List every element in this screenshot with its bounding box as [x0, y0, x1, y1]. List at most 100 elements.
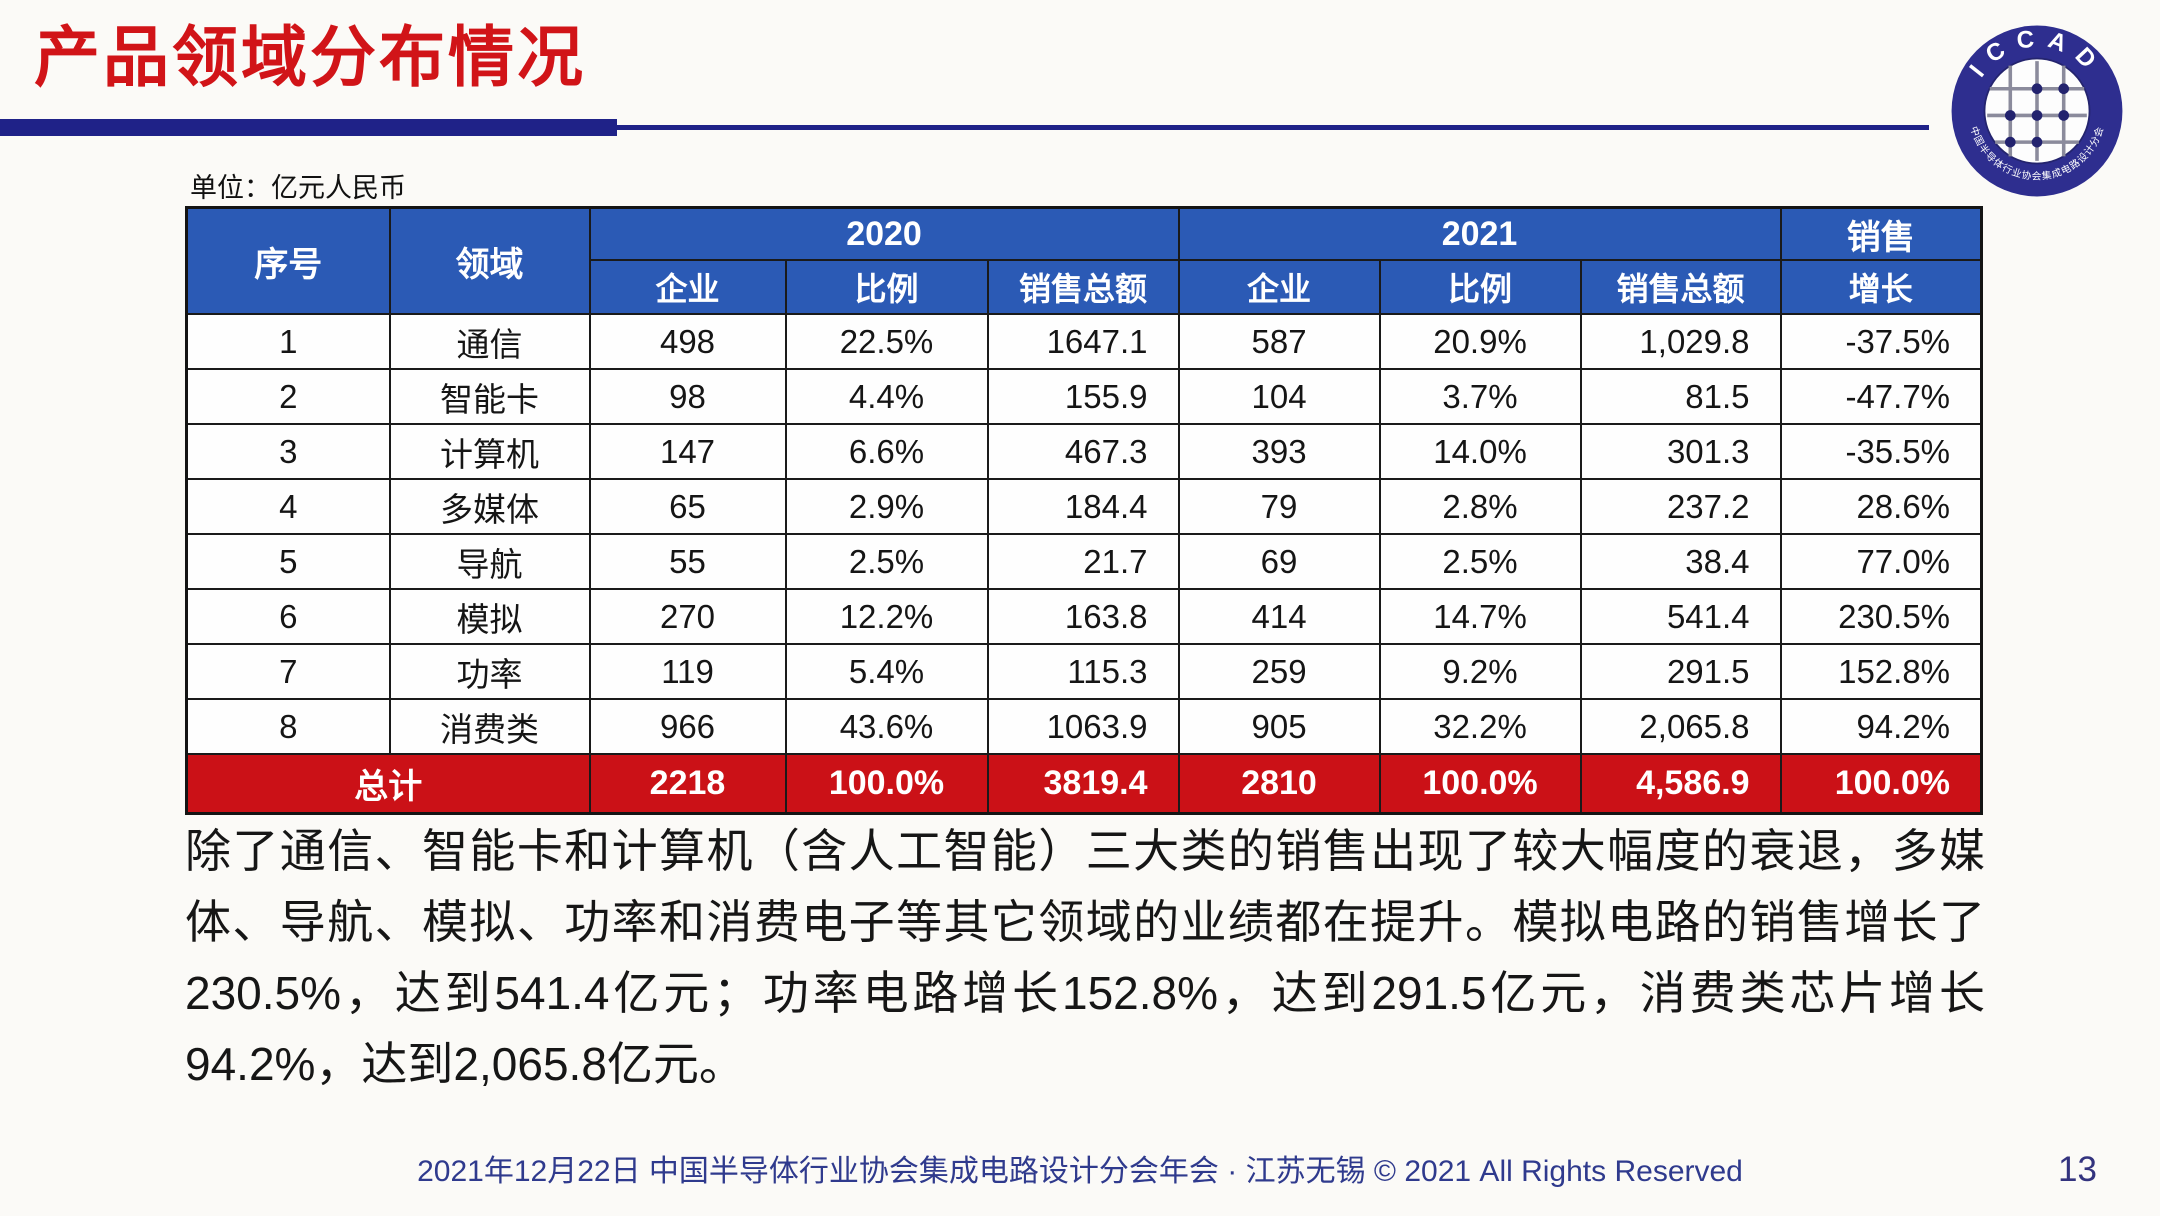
- cell-domain: 计算机: [388, 423, 591, 480]
- cell-2020-companies: 65: [588, 478, 787, 535]
- header-domain: 领域: [388, 206, 591, 315]
- header-2021-companies: 企业: [1177, 259, 1381, 315]
- cell-2021-companies: 393: [1177, 423, 1381, 480]
- cell-domain: 模拟: [388, 588, 591, 645]
- cell-sales-growth: -35.5%: [1779, 423, 1983, 480]
- header-2020-share: 比例: [784, 259, 989, 315]
- cell-2021-share: 14.0%: [1378, 423, 1582, 480]
- cell-2020-share: 12.2%: [784, 588, 989, 645]
- unit-label: 单位：亿元人民币: [190, 173, 406, 203]
- table-header-sub-row: 企业 比例 销售总额 企业 比例 销售总额 增长: [187, 259, 1983, 315]
- cell-serial: 8: [185, 698, 391, 755]
- table-body: 1 通信 498 22.5% 1647.1 587 20.9% 1,029.8 -37.5% 2 智…: [185, 313, 1983, 815]
- cell-2020-companies: 147: [588, 423, 787, 480]
- cell-2021-share: 2.5%: [1378, 533, 1582, 590]
- cell-2020-companies: 55: [588, 533, 787, 590]
- cell-2021-sales: 291.5: [1579, 643, 1782, 700]
- cell-2020-sales: 115.3: [986, 643, 1180, 700]
- cell-serial: 2: [185, 368, 391, 425]
- cell-serial: 4: [185, 478, 391, 535]
- cell-2020-sales: 467.3: [986, 423, 1180, 480]
- table-header-group-row: 序号 领域 2020 2021 销售: [185, 206, 1983, 315]
- table-total-row: 总计 2218 100.0% 3819.4 2810 100.0% 4,586.9 100.0…: [185, 753, 1983, 815]
- table-row: 2 智能卡 98 4.4% 155.9 104 3.7% 81.5 -47.7%: [185, 368, 1983, 425]
- cell-2020-companies: 498: [588, 313, 787, 370]
- total-cell-2021-share: 100.0%: [1378, 753, 1582, 815]
- table-row: 7 功率 119 5.4% 115.3 259 9.2% 291.5 152.8%: [185, 643, 1983, 700]
- slide-title: 产品领域分布情况: [34, 20, 586, 94]
- cell-domain: 多媒体: [388, 478, 591, 535]
- title-underline-bar: [0, 119, 617, 136]
- cell-2020-share: 6.6%: [784, 423, 989, 480]
- cell-serial: 7: [185, 643, 391, 700]
- header-2021-sales: 销售总额: [1579, 259, 1782, 315]
- total-cell-2020-sales: 3819.4: [986, 753, 1180, 815]
- total-cell-2021-companies: 2810: [1177, 753, 1381, 815]
- cell-2020-companies: 119: [588, 643, 787, 700]
- cell-domain: 导航: [388, 533, 591, 590]
- cell-2020-sales: 1063.9: [986, 698, 1180, 755]
- table-row: 6 模拟 270 12.2% 163.8 414 14.7% 541.4 230.5%: [185, 588, 1983, 645]
- cell-2020-sales: 155.9: [986, 368, 1180, 425]
- cell-total-label: 总计: [185, 753, 591, 815]
- cell-serial: 1: [185, 313, 391, 370]
- cell-serial: 6: [185, 588, 391, 645]
- cell-2020-share: 43.6%: [784, 698, 989, 755]
- cell-2021-share: 3.7%: [1378, 368, 1582, 425]
- cell-2020-sales: 21.7: [986, 533, 1180, 590]
- iccad-logo: ICCAD 中国半导体行业协会集成电路设计分会: [1951, 25, 2123, 197]
- data-table: 序号 领域 2020 2021 销售 企业 比例 销售总额 企业 比例 销售总额…: [185, 206, 1984, 815]
- cell-2021-share: 2.8%: [1378, 478, 1582, 535]
- cell-2020-companies: 98: [588, 368, 787, 425]
- cell-2020-share: 22.5%: [784, 313, 989, 370]
- header-2021-share: 比例: [1378, 259, 1582, 315]
- total-cell-2020-companies: 2218: [588, 753, 787, 815]
- cell-2020-share: 2.9%: [784, 478, 989, 535]
- cell-2020-sales: 1647.1: [986, 313, 1180, 370]
- cell-2020-sales: 184.4: [986, 478, 1180, 535]
- cell-domain: 通信: [388, 313, 591, 370]
- cell-2020-share: 4.4%: [784, 368, 989, 425]
- cell-2021-sales: 301.3: [1579, 423, 1782, 480]
- table-row: 1 通信 498 22.5% 1647.1 587 20.9% 1,029.8 -37.5%: [185, 313, 1983, 370]
- cell-2021-sales: 2,065.8: [1579, 698, 1782, 755]
- analysis-paragraph: 除了通信、智能卡和计算机（含人工智能）三大类的销售出现了较大幅度的衰退，多媒体、…: [185, 825, 1985, 1090]
- table-row: 5 导航 55 2.5% 21.7 69 2.5% 38.4 77.0%: [185, 533, 1983, 590]
- cell-serial: 3: [185, 423, 391, 480]
- cell-2021-share: 14.7%: [1378, 588, 1582, 645]
- table-row: 8 消费类 966 43.6% 1063.9 905 32.2% 2,065.8 94.2%: [185, 698, 1983, 755]
- cell-sales-growth: -37.5%: [1779, 313, 1983, 370]
- cell-2020-share: 2.5%: [784, 533, 989, 590]
- cell-2020-companies: 966: [588, 698, 787, 755]
- cell-2021-companies: 905: [1177, 698, 1381, 755]
- header-year-2021: 2021: [1177, 206, 1782, 261]
- cell-2021-companies: 69: [1177, 533, 1381, 590]
- footer-text: 2021年12月22日 中国半导体行业协会集成电路设计分会年会 · 江苏无锡 ©…: [417, 1155, 1743, 1188]
- page-number: 13: [2058, 1150, 2097, 1189]
- header-year-2020: 2020: [588, 206, 1180, 261]
- header-2020-sales: 销售总额: [986, 259, 1180, 315]
- cell-sales-growth: -47.7%: [1779, 368, 1983, 425]
- cell-2021-share: 20.9%: [1378, 313, 1582, 370]
- cell-sales-growth: 94.2%: [1779, 698, 1983, 755]
- header-2020-companies: 企业: [588, 259, 787, 315]
- total-cell-sales-growth: 100.0%: [1779, 753, 1983, 815]
- cell-2021-share: 32.2%: [1378, 698, 1582, 755]
- cell-2021-sales: 1,029.8: [1579, 313, 1782, 370]
- cell-domain: 消费类: [388, 698, 591, 755]
- table-container: 序号 领域 2020 2021 销售 企业 比例 销售总额 企业 比例 销售总额…: [185, 206, 1984, 815]
- cell-2020-companies: 270: [588, 588, 787, 645]
- cell-2021-sales: 237.2: [1579, 478, 1782, 535]
- cell-domain: 功率: [388, 643, 591, 700]
- table-row: 4 多媒体 65 2.9% 184.4 79 2.8% 237.2 28.6%: [185, 478, 1983, 535]
- cell-2021-sales: 81.5: [1579, 368, 1782, 425]
- header-sales-growth-bottom: 增长: [1779, 259, 1983, 315]
- cell-sales-growth: 152.8%: [1779, 643, 1983, 700]
- cell-2021-sales: 38.4: [1579, 533, 1782, 590]
- cell-2020-sales: 163.8: [986, 588, 1180, 645]
- cell-2021-sales: 541.4: [1579, 588, 1782, 645]
- header-serial: 序号: [185, 206, 391, 315]
- cell-2021-companies: 79: [1177, 478, 1381, 535]
- title-underline-rule: [617, 125, 1929, 130]
